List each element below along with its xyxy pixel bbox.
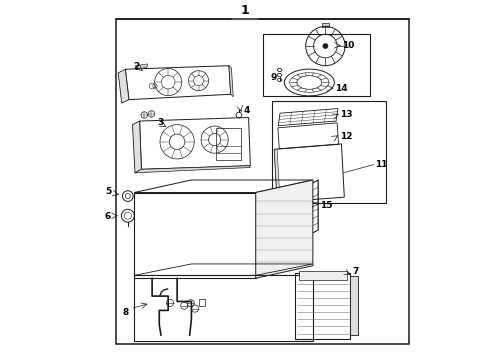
Text: 15: 15 [320, 201, 333, 210]
Bar [117, 19, 409, 344]
Bar [134, 275, 313, 342]
Bar [263, 33, 370, 96]
Polygon shape [135, 64, 148, 69]
Polygon shape [229, 66, 233, 97]
Text: 7: 7 [352, 267, 359, 276]
Text: 12: 12 [340, 131, 352, 140]
Bar [350, 276, 358, 336]
Text: 4: 4 [243, 106, 249, 115]
Polygon shape [274, 149, 280, 202]
Polygon shape [132, 121, 142, 173]
Text: 3: 3 [157, 118, 164, 127]
Bar [272, 102, 386, 203]
Text: 5: 5 [105, 187, 111, 196]
Polygon shape [118, 69, 129, 103]
Text: 6: 6 [105, 212, 111, 221]
Polygon shape [135, 166, 250, 173]
Circle shape [322, 43, 328, 49]
Text: 1: 1 [241, 4, 249, 17]
Text: 14: 14 [335, 84, 347, 93]
Text: 11: 11 [375, 160, 388, 169]
Text: 10: 10 [342, 41, 355, 50]
Text: 9: 9 [270, 73, 277, 82]
Bar [295, 273, 350, 339]
Text: 8: 8 [123, 308, 129, 317]
Bar [217, 128, 242, 160]
Text: 2: 2 [134, 62, 140, 71]
Bar [298, 271, 347, 280]
Bar [322, 23, 329, 27]
Text: 13: 13 [341, 110, 353, 119]
Polygon shape [256, 180, 313, 278]
Bar [198, 299, 205, 306]
Bar [134, 193, 256, 278]
